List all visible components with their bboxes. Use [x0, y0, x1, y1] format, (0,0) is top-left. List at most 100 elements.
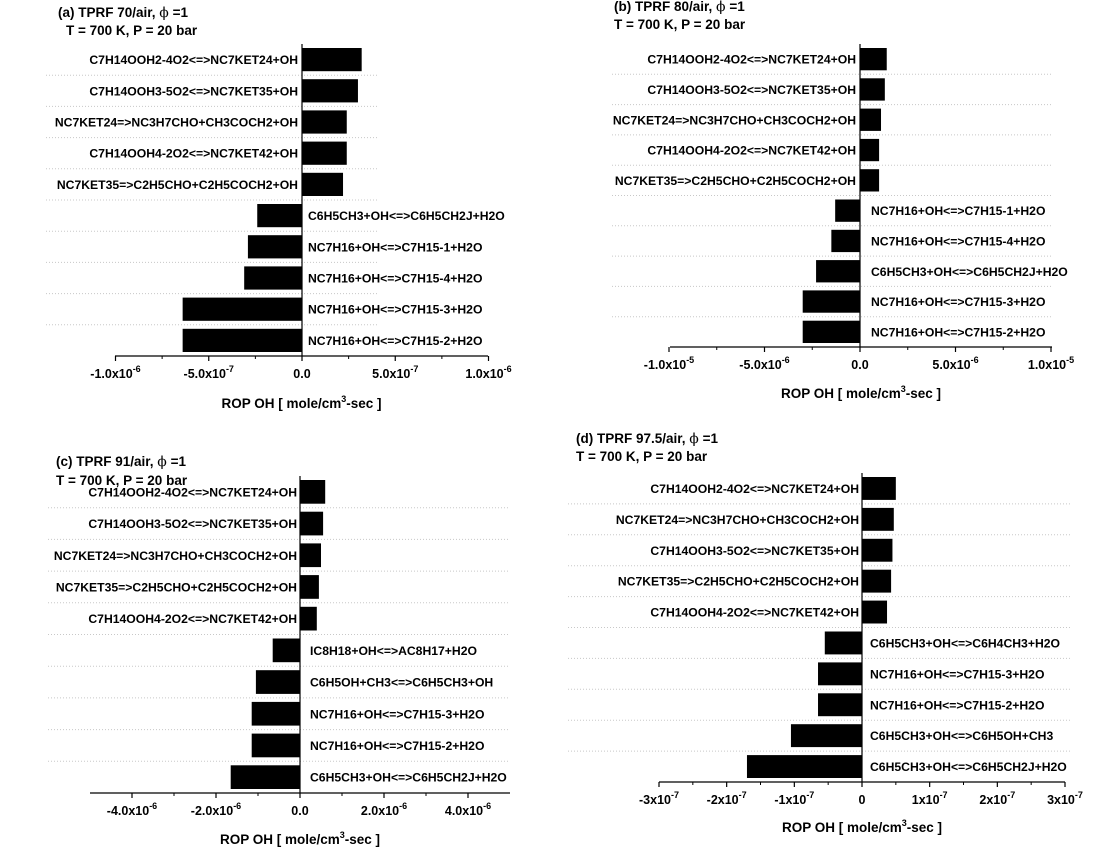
x-axis-title-tail: -sec ]	[345, 832, 380, 847]
x-axis-title-main: ROP OH [ mole/cm	[782, 820, 902, 835]
chart-title-text: (c) TPRF 91/air,	[56, 454, 157, 469]
reaction-label: C7H14OOH2-4O2<=>NC7KET24+OH	[650, 482, 859, 496]
bar-4	[862, 569, 892, 593]
reaction-label: NC7KET24=>NC3H7CHO+CH3COCH2+OH	[55, 116, 298, 130]
bar-4	[302, 141, 347, 165]
chart-title: (b) TPRF 80/air, ϕ =1	[614, 0, 745, 15]
reaction-label: IC8H18+OH<=>AC8H17+H2O	[310, 644, 477, 658]
reaction-label: C7H14OOH3-5O2<=>NC7KET35+OH	[88, 517, 297, 531]
reaction-label: C6H5CH3+OH<=>C6H5CH2J+H2O	[308, 209, 505, 223]
chart-subtitle: T = 700 K, P = 20 bar	[56, 473, 188, 488]
reaction-label: NC7KET35=>C2H5CHO+C2H5COCH2+OH	[615, 174, 856, 188]
phi-symbol: ϕ	[159, 5, 169, 21]
reaction-label: NC7KET35=>C2H5CHO+C2H5COCH2+OH	[57, 178, 298, 192]
bar-1	[860, 48, 887, 71]
bar-9	[802, 290, 860, 313]
tick-mantissa: -3x10	[639, 793, 671, 807]
x-tick-label: 1.0x10-5	[1028, 355, 1074, 372]
tick-exponent: -7	[226, 364, 234, 374]
chart-title-text: (a) TPRF 70/air,	[58, 5, 159, 20]
tick-mantissa: -5.0x10	[184, 367, 226, 381]
bar-3	[300, 543, 321, 568]
tick-exponent: -6	[233, 801, 241, 811]
bar-9	[790, 724, 862, 748]
bar-2	[862, 507, 894, 531]
x-tick-label: 0.0	[851, 358, 868, 372]
bar-6	[272, 638, 300, 663]
bar-8	[251, 701, 300, 726]
tick-mantissa: -2x10	[707, 793, 739, 807]
chart-panel-c: (c) TPRF 91/air, ϕ =1 T = 700 K, P = 20 b…	[48, 454, 510, 847]
reaction-label: NC7H16+OH<=>C7H15-1+H2O	[308, 240, 482, 254]
reaction-label: C6H5CH3+OH<=>C6H5CH2J+H2O	[310, 771, 507, 785]
x-axis-title: ROP OH [ mole/cm3-sec ]	[782, 818, 942, 835]
reaction-label: NC7H16+OH<=>C7H15-1+H2O	[871, 204, 1045, 218]
x-axis-title-sup: 3	[902, 818, 907, 828]
reaction-label: NC7H16+OH<=>C7H15-2+H2O	[871, 325, 1045, 339]
bar-3	[862, 538, 893, 562]
chart-title: (d) TPRF 97.5/air, ϕ =1	[576, 431, 718, 447]
bar-3	[860, 108, 882, 131]
x-tick-label: -1.0x10-6	[90, 364, 140, 381]
x-axis-title-tail: -sec ]	[907, 820, 942, 835]
reaction-label: NC7H16+OH<=>C7H15-3+H2O	[871, 295, 1045, 309]
phi-symbol: ϕ	[716, 0, 726, 15]
reaction-label: C7H14OOH4-2O2<=>NC7KET42+OH	[89, 147, 298, 161]
reaction-label: NC7H16+OH<=>C7H15-3+H2O	[310, 707, 484, 721]
tick-mantissa: -1.0x10	[644, 358, 686, 372]
x-axis-title-sup: 3	[341, 394, 346, 404]
bar-6	[824, 631, 862, 655]
x-tick-label: -1.0x10-5	[644, 355, 694, 372]
bar-1	[300, 480, 326, 504]
bar-7	[255, 670, 300, 694]
x-tick-label: 2.0x10-6	[361, 801, 407, 818]
bar-10	[802, 320, 860, 343]
x-axis-title-sup: 3	[340, 830, 345, 840]
tick-exponent: -7	[1075, 790, 1083, 800]
x-tick-label: -4.0x10-6	[107, 801, 157, 818]
bar-7	[818, 662, 862, 686]
bar-5	[860, 169, 880, 192]
x-tick-label: -5.0x10-6	[739, 355, 789, 372]
x-tick-label: 2x10-7	[979, 790, 1015, 807]
reaction-label: NC7H16+OH<=>C7H15-4+H2O	[308, 272, 482, 286]
reaction-label: C7H14OOH2-4O2<=>NC7KET24+OH	[647, 53, 856, 67]
reaction-label: NC7KET24=>NC3H7CHO+CH3COCH2+OH	[616, 513, 859, 527]
bar-7	[247, 235, 302, 259]
tick-mantissa: 5.0x10	[372, 367, 410, 381]
tick-exponent: -6	[504, 364, 512, 374]
reaction-label: C7H14OOH4-2O2<=>NC7KET42+OH	[88, 612, 297, 626]
x-axis-title: ROP OH [ mole/cm3-sec ]	[221, 394, 381, 411]
bar-8	[816, 260, 860, 283]
x-axis-title: ROP OH [ mole/cm3-sec ]	[781, 384, 941, 401]
x-tick-label: -2.0x10-6	[191, 801, 241, 818]
bar-1	[302, 48, 362, 72]
bar-2	[300, 511, 324, 536]
tick-mantissa: 1.0x10	[465, 367, 503, 381]
bar-5	[302, 172, 344, 196]
tick-exponent: -7	[1007, 790, 1015, 800]
reaction-label: C7H14OOH2-4O2<=>NC7KET24+OH	[89, 53, 298, 67]
x-tick-label: -3x10-7	[639, 790, 679, 807]
bar-10	[182, 328, 302, 352]
reaction-label: C6H5OH+CH3<=>C6H5CH3+OH	[310, 676, 493, 690]
x-tick-label: 0	[859, 793, 866, 807]
reaction-label: NC7H16+OH<=>C7H15-2+H2O	[310, 739, 484, 753]
tick-exponent: -5	[686, 355, 694, 365]
x-axis-title-tail: -sec ]	[906, 386, 941, 401]
reaction-label: C6H5CH3+OH<=>C6H5CH2J+H2O	[871, 265, 1068, 279]
bar-6	[835, 199, 860, 222]
tick-exponent: -6	[971, 355, 979, 365]
bar-9	[251, 733, 300, 758]
x-tick-label: 1.0x10-6	[465, 364, 511, 381]
phi-symbol: ϕ	[689, 431, 699, 447]
bar-5	[300, 606, 317, 631]
x-axis-title-sup: 3	[901, 384, 906, 394]
bar-4	[860, 138, 880, 162]
tick-mantissa: 0.0	[291, 804, 308, 818]
x-axis-title-main: ROP OH [ mole/cm	[781, 386, 901, 401]
x-tick-label: 5.0x10-7	[372, 364, 418, 381]
reaction-label: NC7KET24=>NC3H7CHO+CH3COCH2+OH	[613, 113, 856, 127]
